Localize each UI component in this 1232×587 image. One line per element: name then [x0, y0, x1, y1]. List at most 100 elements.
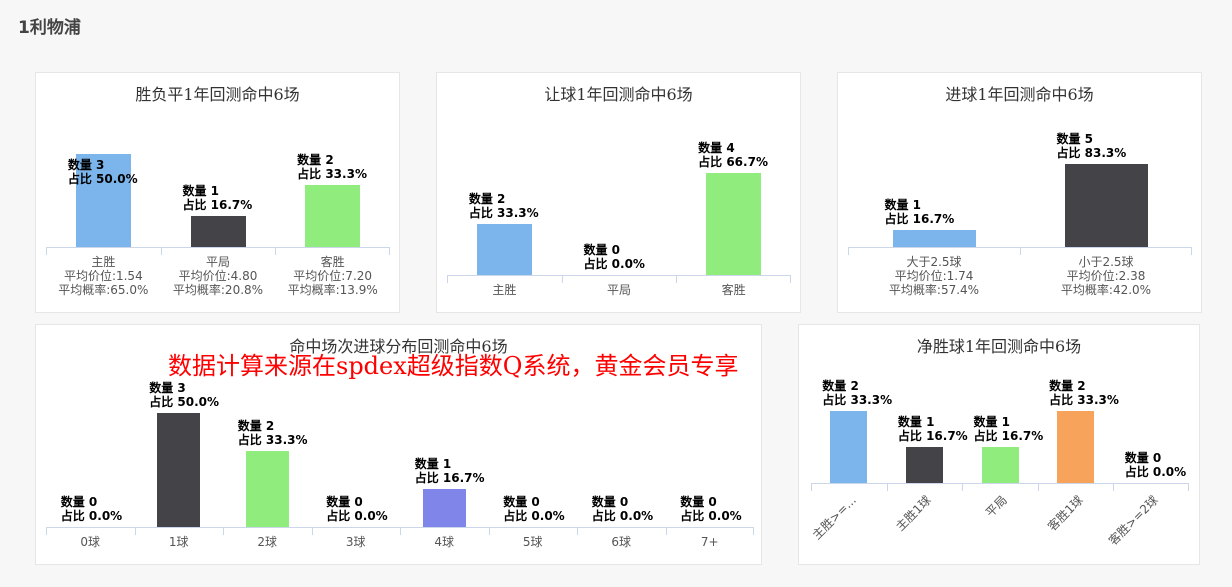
- x-axis-label: 3球: [345, 535, 366, 549]
- chart-title: 净胜球1年回测命中6场: [916, 337, 1082, 356]
- bar[interactable]: [75, 154, 131, 247]
- x-axis-tick: [753, 527, 754, 535]
- data-label: 数量 2 占比 33.3%: [468, 192, 539, 220]
- x-axis-label: 大于2.5球 平均价位:1.74 平均概率:57.4%: [888, 255, 980, 297]
- x-axis-tick: [488, 527, 490, 535]
- x-axis-tick: [665, 527, 667, 535]
- x-axis-label: 4球: [434, 535, 455, 549]
- data-label: 数量 1 占比 16.7%: [884, 198, 955, 226]
- x-axis-tick: [1037, 483, 1039, 491]
- x-axis-label: 客胜 平均价位:7.20 平均概率:13.9%: [287, 255, 378, 297]
- bar[interactable]: [830, 411, 868, 483]
- x-axis-tick: [811, 483, 812, 491]
- chart-panel-handicap: 让球1年回测命中6场 数量 2 占比 33.3% 主胜 数量 0 占比 0.0% 平局 数量…: [436, 72, 801, 313]
- x-axis-tick: [577, 527, 578, 535]
- x-axis-tick: [676, 275, 678, 283]
- data-label: 数量 0 占比 0.0%: [583, 243, 645, 271]
- x-axis-label: 主胜: [492, 283, 517, 297]
- data-label: 数量 2 占比 33.3%: [297, 153, 367, 181]
- plot-area: 数量 0 占比 0.0% 0球 数量 3 占比 50.0% 1球 数量 2 占比 33.3% 2…: [46, 381, 754, 555]
- data-label: 数量 1 占比 16.7%: [973, 415, 1044, 443]
- bar[interactable]: [905, 447, 943, 483]
- data-label: 数量 0 占比 0.0%: [1124, 451, 1187, 479]
- x-axis-tick: [160, 247, 162, 255]
- x-axis-tick: [1020, 247, 1021, 255]
- bar[interactable]: [190, 216, 246, 247]
- x-axis-tick: [46, 527, 47, 535]
- data-label: 数量 2 占比 33.3%: [822, 379, 893, 407]
- data-label: 数量 4 占比 66.7%: [698, 141, 768, 169]
- x-axis-label: 5球: [522, 535, 543, 549]
- x-axis-label: 平局 平均价位:4.80 平均概率:20.8%: [172, 255, 264, 297]
- watermark-text: 数据计算来源在spdex超级指数Q系统，黄金会员专享: [168, 352, 739, 380]
- bar[interactable]: [476, 224, 532, 275]
- data-label: 数量 1 占比 16.7%: [414, 457, 485, 485]
- plot-area: 数量 3 占比 50.0% 主胜 平均价位:1.54 平均概率:65.0% 数量 1 占比 …: [46, 133, 390, 319]
- x-axis-label: 平局: [983, 493, 1010, 520]
- page-title: 1利物浦: [18, 18, 81, 38]
- bar[interactable]: [305, 185, 361, 247]
- x-axis-tick: [1188, 483, 1189, 491]
- data-label: 数量 0 占比 0.0%: [680, 495, 742, 523]
- bar[interactable]: [1064, 164, 1148, 247]
- bar[interactable]: [706, 173, 762, 275]
- x-axis-label: 2球: [257, 535, 278, 549]
- x-axis-label: 主胜>=...: [809, 493, 859, 543]
- x-axis-tick: [389, 247, 390, 255]
- x-axis-tick: [848, 247, 849, 255]
- x-axis-label: 客胜: [721, 283, 746, 297]
- bar[interactable]: [892, 230, 976, 247]
- x-axis-label: 主胜 平均价位:1.54 平均概率:65.0%: [58, 255, 149, 297]
- x-axis-tick: [1191, 247, 1192, 255]
- x-axis-tick: [400, 527, 401, 535]
- bar[interactable]: [157, 413, 201, 527]
- data-label: 数量 1 占比 16.7%: [182, 184, 253, 212]
- x-axis-line: [811, 483, 1189, 484]
- data-label: 数量 0 占比 0.0%: [326, 495, 388, 523]
- chart-panel-1x2: 胜负平1年回测命中6场 数量 3 占比 50.0% 主胜 平均价位:1.54 平均概率:…: [35, 72, 400, 313]
- x-axis-label: 客胜>=2球: [1106, 493, 1162, 548]
- x-axis-tick: [790, 275, 791, 283]
- x-axis-label: 客胜1球: [1044, 493, 1086, 534]
- x-axis-label: 7+: [700, 535, 719, 549]
- x-axis-tick: [962, 483, 964, 491]
- data-label: 数量 5 占比 83.3%: [1056, 132, 1127, 160]
- data-label: 数量 0 占比 0.0%: [60, 495, 123, 523]
- x-axis-tick: [561, 275, 563, 283]
- x-axis-tick: [223, 527, 224, 535]
- x-axis-tick: [311, 527, 313, 535]
- chart-title: 胜负平1年回测命中6场: [135, 85, 300, 104]
- bar[interactable]: [981, 447, 1019, 483]
- data-label: 数量 3 占比 50.0%: [149, 381, 220, 409]
- plot-area: 数量 1 占比 16.7% 大于2.5球 平均价位:1.74 平均概率:57.4% 数量 …: [848, 132, 1192, 319]
- x-axis-label: 6球: [611, 535, 632, 549]
- chart-panel-goal-difference: 净胜球1年回测命中6场 数量 2 占比 33.3% 主胜>=... 数量 1 占比 16…: [798, 324, 1200, 565]
- x-axis-line: [447, 275, 791, 276]
- x-axis-tick: [447, 275, 448, 283]
- chart-panel-goal-distribution: 命中场次进球分布回测命中6场 数量 0 占比 0.0% 0球 数量 3 占比 50.0%…: [35, 324, 762, 565]
- x-axis-tick: [1113, 483, 1115, 491]
- data-label: 数量 0 占比 0.0%: [591, 495, 654, 523]
- chart-panel-goals: 进球1年回测命中6场 数量 1 占比 16.7% 大于2.5球 平均价位:1.74 平均…: [837, 72, 1202, 313]
- x-axis-line: [46, 247, 390, 248]
- bar[interactable]: [1057, 411, 1095, 483]
- x-axis-tick: [275, 247, 277, 255]
- data-label: 数量 0 占比 0.0%: [503, 495, 565, 523]
- bar[interactable]: [245, 451, 289, 527]
- data-label: 数量 2 占比 33.3%: [1049, 379, 1119, 407]
- data-label: 数量 3 占比 50.0%: [67, 158, 138, 186]
- x-axis-tick: [886, 483, 888, 491]
- x-axis-tick: [134, 527, 136, 535]
- x-axis-label: 小于2.5球 平均价位:2.38 平均概率:42.0%: [1060, 255, 1152, 297]
- chart-title: 让球1年回测命中6场: [544, 85, 693, 104]
- plot-area: 数量 2 占比 33.3% 主胜 数量 0 占比 0.0% 平局 数量 4 占比 66.7% 客…: [447, 133, 791, 303]
- x-axis-tick: [46, 247, 47, 255]
- chart-title: 进球1年回测命中6场: [945, 85, 1094, 104]
- data-label: 数量 1 占比 16.7%: [897, 415, 968, 443]
- x-axis-label: 0球: [80, 535, 101, 549]
- x-axis-label: 1球: [168, 535, 189, 549]
- x-axis-label: 平局: [606, 283, 631, 297]
- x-axis-label: 主胜1球: [893, 493, 935, 534]
- bar[interactable]: [422, 489, 466, 527]
